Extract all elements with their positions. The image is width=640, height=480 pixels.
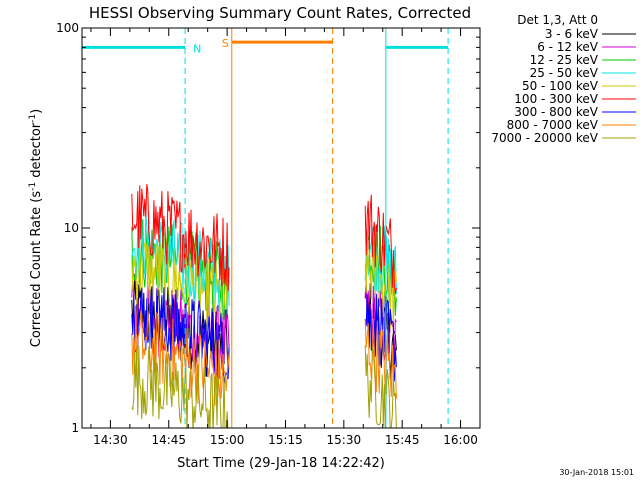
legend-item-label: 3 - 6 keV xyxy=(545,27,599,41)
y-axis-label-end: ) xyxy=(29,109,44,114)
legend-item-label: 25 - 50 keV xyxy=(530,66,599,80)
series-line xyxy=(364,229,397,330)
legend-item-label: 7000 - 20000 keV xyxy=(491,131,598,145)
y-axis-label-sup2: -1 xyxy=(28,114,38,123)
series-line xyxy=(364,318,397,399)
legend-title: Det 1,3, Att 0 xyxy=(517,13,598,27)
flag-label: N xyxy=(193,42,201,55)
x-tick-label: 15:30 xyxy=(327,433,362,447)
series-line xyxy=(364,345,397,428)
x-tick-label: 15:00 xyxy=(210,433,245,447)
x-tick-label: 15:45 xyxy=(385,433,420,447)
x-axis-label: Start Time (29-Jan-18 14:22:42) xyxy=(177,456,385,471)
series-line xyxy=(131,238,230,332)
x-tick-label: 15:15 xyxy=(268,433,303,447)
series-line xyxy=(364,225,397,303)
legend-item-label: 50 - 100 keV xyxy=(522,79,599,93)
series-line xyxy=(131,184,230,291)
legend-item-label: 300 - 800 keV xyxy=(514,105,598,119)
x-tick-label: 14:45 xyxy=(151,433,186,447)
data-layer xyxy=(131,184,397,428)
y-tick-label: 100 xyxy=(56,21,79,35)
chart-title: HESSI Observing Summary Count Rates, Cor… xyxy=(89,4,471,22)
series-line xyxy=(131,286,230,385)
legend-item-label: 6 - 12 keV xyxy=(537,40,599,54)
x-axis: 14:30 14:45 15:00 15:15 15:30 15:45 16:00 xyxy=(90,28,478,447)
series-line xyxy=(131,308,230,406)
flag-label: S xyxy=(222,37,229,50)
y-axis-label-main: Corrected Count Rate (s xyxy=(29,191,44,348)
legend-item-label: 12 - 25 keV xyxy=(530,53,599,67)
y-axis: 1 10 100 xyxy=(56,21,480,435)
x-tick-label: 16:00 xyxy=(443,433,478,447)
date-stamp: 30-Jan-2018 15:01 xyxy=(559,468,634,477)
y-axis-label-mid: detector xyxy=(29,122,44,182)
legend-item-label: 800 - 7000 keV xyxy=(507,118,599,132)
legend-item-label: 100 - 300 keV xyxy=(514,92,598,106)
y-axis-label: Corrected Count Rate (s-1 detector-1) xyxy=(28,109,44,347)
series-line xyxy=(364,194,397,294)
y-axis-label-sup1: -1 xyxy=(28,182,38,191)
series-line xyxy=(131,345,229,428)
x-tick-label: 14:30 xyxy=(93,433,128,447)
y-tick-label: 10 xyxy=(64,221,79,235)
y-tick-label: 1 xyxy=(71,421,79,435)
